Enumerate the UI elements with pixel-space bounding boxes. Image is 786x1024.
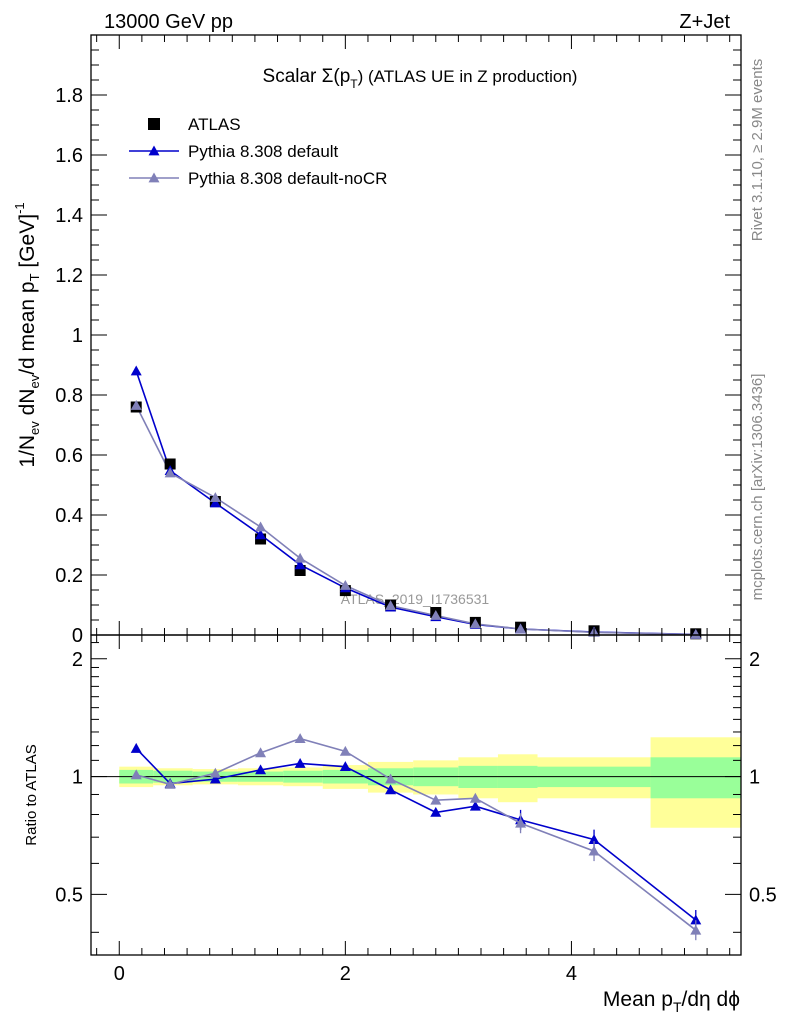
legend-marker-1	[148, 145, 160, 156]
ratio-point-0	[209, 773, 221, 784]
ratio-point-0	[469, 800, 481, 811]
ratio-line-1	[136, 737, 697, 931]
ratio-point-1	[255, 747, 267, 758]
ratio-point-0	[385, 784, 397, 795]
mc-point-2	[430, 610, 442, 620]
main-y-tick-label: 1.8	[55, 85, 83, 107]
ratio-point-1	[339, 745, 351, 756]
ratio-point-0	[294, 757, 306, 768]
energy-label: 13000 GeV pp	[104, 11, 233, 33]
rivet-label: Rivet 3.1.10, ≥ 2.9M events	[749, 59, 766, 242]
mc-point-2	[294, 552, 306, 563]
main-y-tick-label: 0.6	[55, 445, 83, 467]
mc-point-2	[515, 623, 527, 634]
mc-point-1	[130, 365, 142, 376]
ratio-panel: 0.5 0.5 1 1 2 2 0 2 4 Ratio to ATLAS Mean pT/dη …	[23, 634, 777, 1015]
ratio-point-1	[469, 792, 481, 803]
uncertainty-band-inner	[650, 757, 741, 799]
mc-point-2	[164, 467, 176, 478]
main-panel: Scalar Σ(pT) (ATLAS UE in Z production) …	[12, 34, 742, 647]
mc-point-1	[294, 559, 306, 570]
main-y-tick-label: 0.4	[55, 505, 83, 527]
main-y-tick-label: 1.6	[55, 145, 83, 167]
ratio-point-1	[515, 817, 527, 828]
legend: ATLAS Pythia 8.308 default Pythia 8.308 de…	[129, 115, 387, 188]
atlas-data-point	[164, 458, 176, 470]
mc-point-1	[209, 497, 221, 508]
ratio-y-tick-label-right: 0.5	[749, 884, 777, 906]
process-label: Z+Jet	[679, 11, 730, 33]
ratio-point-0	[430, 806, 442, 817]
ratio-y-axis-label: Ratio to ATLAS	[23, 744, 40, 845]
ratio-point-1	[430, 794, 442, 805]
ratio-point-0	[588, 834, 600, 845]
main-y-tick-label: 0.2	[55, 565, 83, 587]
main-y-tick-label: 1	[72, 325, 83, 347]
x-tick-label: 0	[114, 963, 125, 985]
ratio-point-0	[339, 761, 351, 772]
x-tick-label: 4	[566, 963, 577, 985]
mcplots-label: mcplots.cern.ch [arXiv:1306.3436]	[749, 374, 766, 601]
ratio-point-1	[294, 733, 306, 744]
main-title: Scalar Σ(pT) (ATLAS UE in Z production)	[263, 66, 578, 91]
series-line-2	[135, 405, 696, 636]
main-y-tick-label: 1.4	[55, 205, 83, 227]
ratio-frame	[90, 634, 742, 956]
main-y-axis-label: 1/Nev dNev/d mean pT [GeV]-1	[12, 202, 42, 467]
x-axis-label: Mean pT/dη dϕ	[603, 988, 740, 1015]
ratio-point-1	[690, 924, 702, 935]
mc-point-2	[130, 400, 142, 410]
legend-label-2: Pythia 8.308 default-noCR	[188, 169, 387, 188]
legend-label-1: Pythia 8.308 default	[188, 142, 339, 161]
mc-point-2	[469, 618, 481, 629]
x-tick-label: 2	[340, 963, 351, 985]
ratio-point-0	[255, 764, 267, 775]
ratio-point-1	[164, 778, 176, 789]
main-y-tick-label: 0	[72, 625, 83, 647]
legend-marker-2	[148, 172, 160, 183]
atlas-data-point	[294, 565, 306, 576]
ratio-point-0	[130, 742, 142, 753]
ratio-y-tick-label-right: 1	[749, 767, 760, 789]
ratio-line-0	[135, 747, 697, 921]
ratio-y-tick-label-left: 2	[72, 649, 83, 671]
ratio-y-tick-label-left: 1	[72, 767, 83, 789]
ratio-point-0	[690, 914, 702, 925]
mc-point-2	[385, 600, 397, 610]
mc-point-2	[690, 628, 702, 639]
analysis-watermark: ATLAS_2019_I1736531	[341, 591, 490, 607]
mc-point-2	[209, 492, 221, 502]
ratio-y-tick-label-right: 2	[749, 649, 760, 671]
ratio-point-1	[588, 845, 600, 856]
ratio-point-1	[209, 767, 221, 778]
mc-point-2	[255, 521, 267, 532]
ratio-y-tick-label-left: 0.5	[55, 884, 83, 906]
main-y-tick-label: 1.2	[55, 265, 83, 287]
ratio-point-1	[130, 769, 142, 780]
mc-point-1	[255, 529, 267, 540]
legend-label-0: ATLAS	[188, 115, 241, 134]
ratio-point-1	[385, 773, 397, 784]
legend-marker-atlas	[148, 118, 160, 130]
main-y-tick-label: 0.8	[55, 385, 83, 407]
mc-point-2	[339, 580, 351, 590]
